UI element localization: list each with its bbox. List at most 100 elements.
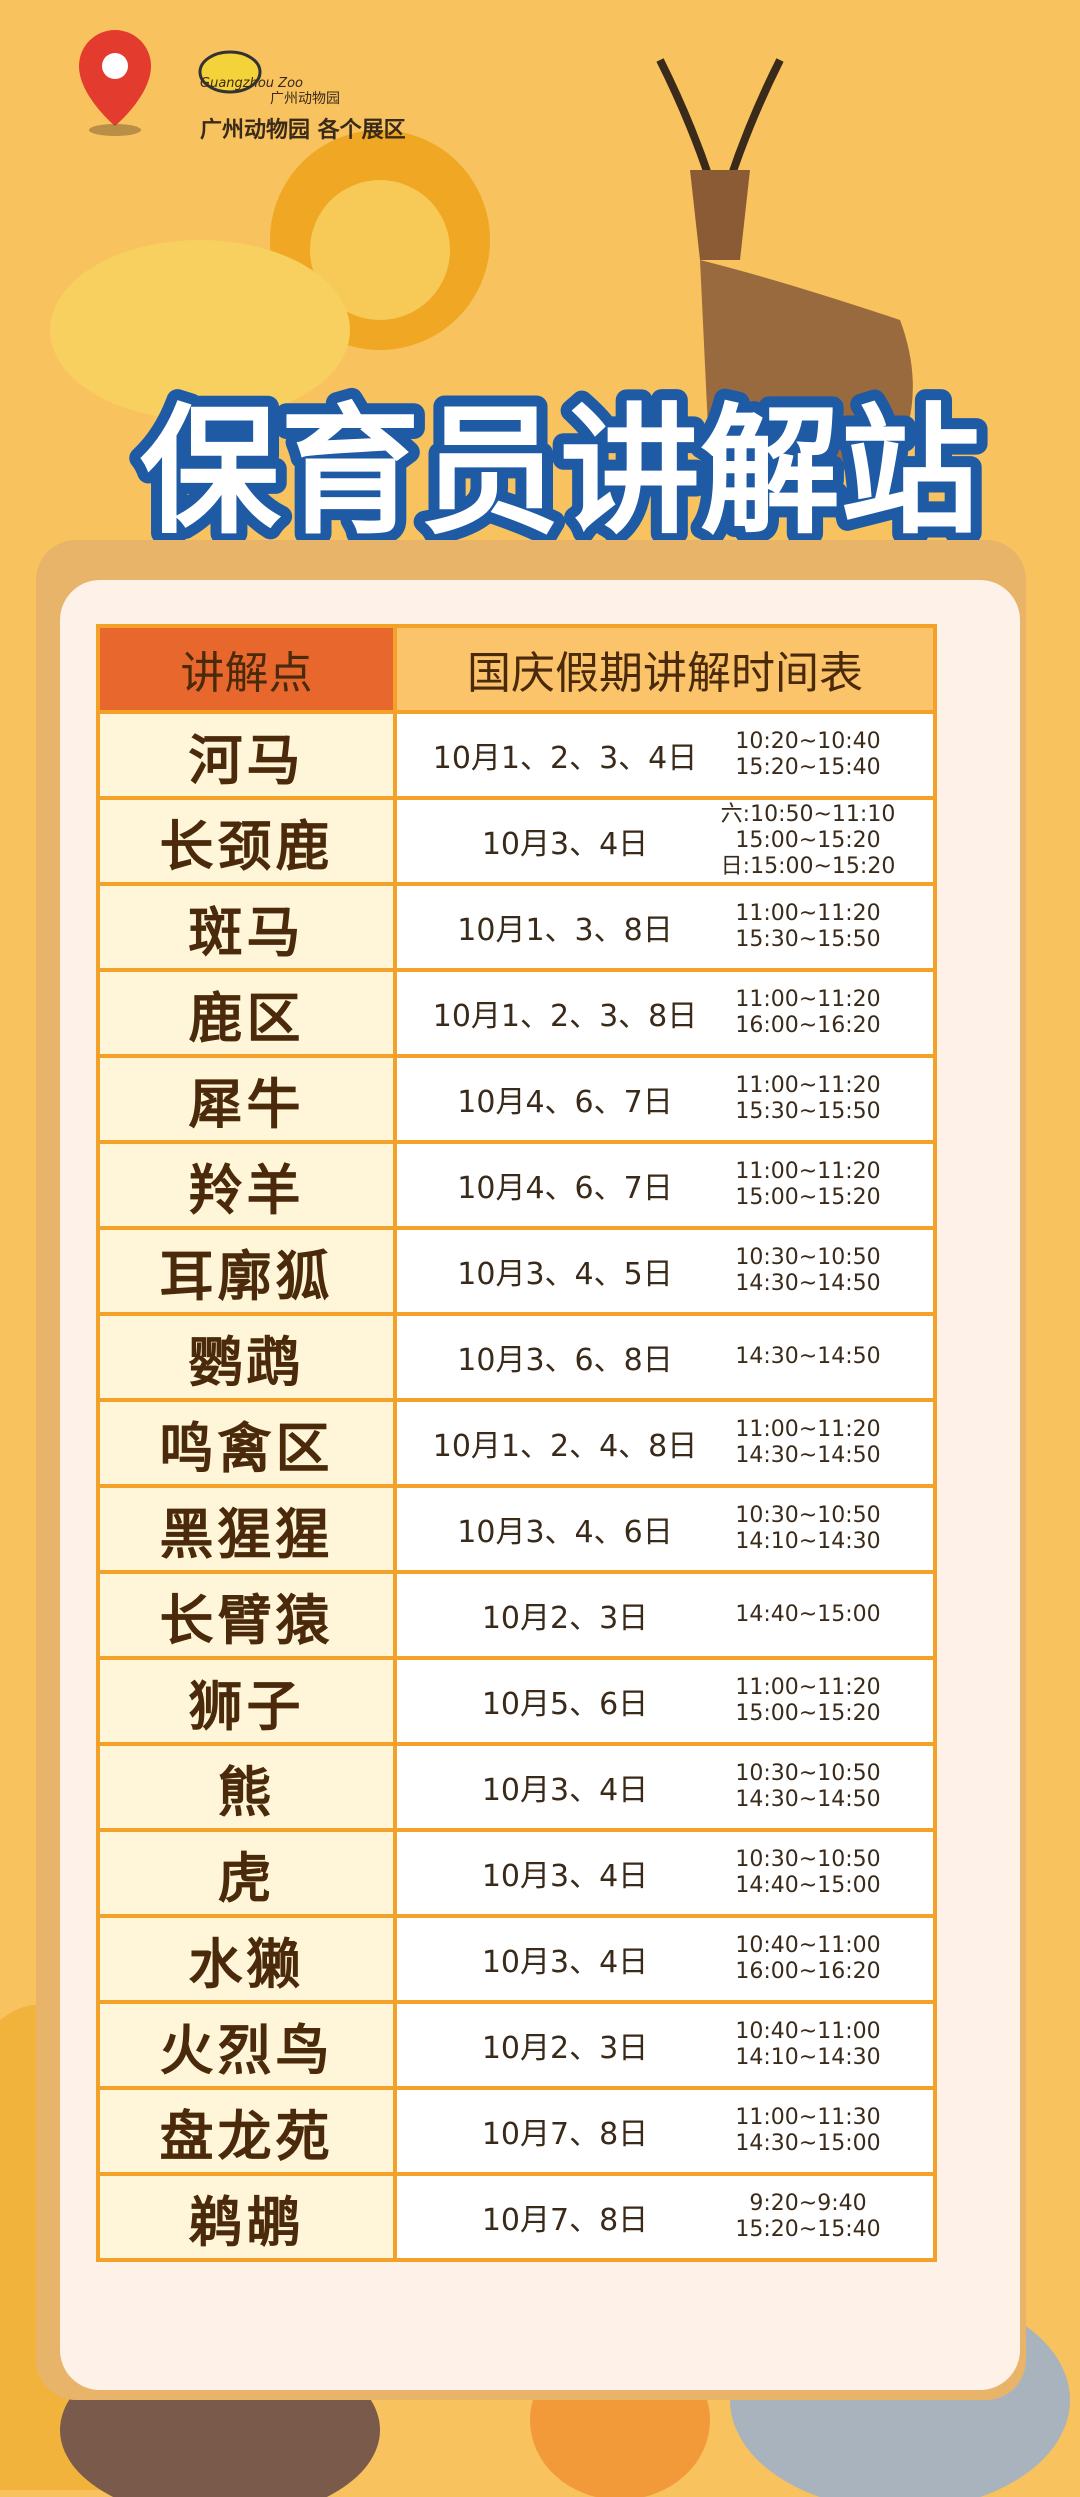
dates: 10月7、8日: [481, 2203, 649, 2238]
schedule-cell: 10月5、6日 11:00~11:20 15:00~15:20: [393, 1656, 937, 1746]
time-slot: 11:00~11:30: [735, 2105, 881, 2130]
cell-content: 10月2、3日 14:40~15:00: [397, 1593, 933, 1637]
exhibit-name: 熊: [96, 1742, 397, 1832]
exhibit-name: 斑马: [96, 882, 397, 972]
cell-content: 10月3、6、8日 14:30~14:50: [397, 1335, 933, 1379]
time-slot: 14:30~15:00: [735, 2131, 881, 2156]
table-row: 斑马 10月1、3、8日 11:00~11:20 15:30~15:50: [96, 882, 937, 972]
time-slot: 10:30~10:50: [735, 1503, 881, 1528]
cell-content: 10月3、4、5日 10:30~10:50 14:30~14:50: [397, 1245, 933, 1297]
times: 14:40~15:00: [713, 1602, 903, 1628]
time-slot: 15:00~15:20: [735, 828, 881, 853]
times: 10:30~10:50 14:30~14:50: [713, 1761, 903, 1813]
time-slot: 15:00~15:20: [735, 1185, 881, 1210]
antelope-horns: [656, 58, 784, 182]
times: 10:20~10:40 15:20~15:40: [713, 729, 903, 781]
times: 11:00~11:20 15:30~15:50: [713, 901, 903, 953]
header-row: 讲解点 国庆假期讲解时间表: [96, 624, 937, 714]
schedule-cell: 10月4、6、7日 11:00~11:20 15:30~15:50: [393, 1054, 937, 1144]
cell-content: 10月3、4日 10:40~11:00 16:00~16:20: [397, 1933, 933, 1985]
logo-elephant: [198, 50, 262, 94]
dates: 10月3、4日: [481, 1859, 649, 1894]
table-row: 河马 10月1、2、3、4日 10:20~10:40 15:20~15:40: [96, 710, 937, 800]
table-row: 熊 10月3、4日 10:30~10:50 14:30~14:50: [96, 1742, 937, 1832]
cell-content: 10月7、8日 11:00~11:30 14:30~15:00: [397, 2105, 933, 2157]
exhibit-name: 盘龙苑: [96, 2086, 397, 2176]
times: 11:00~11:20 15:00~15:20: [713, 1675, 903, 1727]
time-slot: 15:30~15:50: [735, 1099, 881, 1124]
time-slot: 14:30~14:50: [735, 1443, 881, 1468]
dates: 10月4、6、7日: [457, 1171, 673, 1206]
times: 10:30~10:50 14:10~14:30: [713, 1503, 903, 1555]
time-slot: 10:40~11:00: [735, 2019, 881, 2044]
dates: 10月4、6、7日: [457, 1085, 673, 1120]
schedule-cell: 10月3、4日 六:10:50~11:10 15:00~15:20 日:15:00~1…: [393, 796, 937, 886]
table-row: 耳廓狐 10月3、4、5日 10:30~10:50 14:30~14:50: [96, 1226, 937, 1316]
schedule-cell: 10月4、6、7日 11:00~11:20 15:00~15:20: [393, 1140, 937, 1230]
schedule-cell: 10月1、2、3、4日 10:20~10:40 15:20~15:40: [393, 710, 937, 800]
times: 11:00~11:20 15:30~15:50: [713, 1073, 903, 1125]
times: 10:30~10:50 14:30~14:50: [713, 1245, 903, 1297]
table-row: 黑猩猩 10月3、4、6日 10:30~10:50 14:10~14:30: [96, 1484, 937, 1574]
schedule-cell: 10月7、8日 9:20~9:40 15:20~15:40: [393, 2172, 937, 2262]
exhibit-name: 水獭: [96, 1914, 397, 2004]
dates: 10月1、2、4、8日: [432, 1429, 698, 1464]
time-slot: 11:00~11:20: [735, 1073, 881, 1098]
times: 六:10:50~11:10 15:00~15:20 日:15:00~15:20: [713, 802, 903, 880]
cell-content: 10月5、6日 11:00~11:20 15:00~15:20: [397, 1675, 933, 1727]
exhibit-name: 虎: [96, 1828, 397, 1918]
time-slot: 11:00~11:20: [735, 987, 881, 1012]
times: 11:00~11:20 16:00~16:20: [713, 987, 903, 1039]
dates: 10月3、4、6日: [457, 1515, 673, 1550]
column-header: 国庆假期讲解时间表: [393, 624, 937, 714]
time-slot: 14:10~14:30: [735, 2045, 881, 2070]
exhibit-name: 耳廓狐: [96, 1226, 397, 1316]
table-row: 火烈鸟 10月2、3日 10:40~11:00 14:10~14:30: [96, 2000, 937, 2090]
times: 11:00~11:20 15:00~15:20: [713, 1159, 903, 1211]
cell-content: 10月3、4、6日 10:30~10:50 14:10~14:30: [397, 1503, 933, 1555]
antelope-head: [690, 170, 750, 260]
times: 9:20~9:40 15:20~15:40: [713, 2191, 903, 2243]
schedule-cell: 10月1、2、3、8日 11:00~11:20 16:00~16:20: [393, 968, 937, 1058]
dates: 10月2、3日: [481, 1601, 649, 1636]
exhibit-name: 犀牛: [96, 1054, 397, 1144]
time-slot: 日:15:00~15:20: [720, 854, 896, 879]
table-row: 鹿区 10月1、2、3、8日 11:00~11:20 16:00~16:20: [96, 968, 937, 1058]
title: 保育员讲解站: [140, 391, 980, 554]
cell-content: 10月1、2、4、8日 11:00~11:20 14:30~14:50: [397, 1417, 933, 1469]
time-slot: 14:30~14:50: [735, 1344, 881, 1369]
schedule-cell: 10月3、4日 10:30~10:50 14:30~14:50: [393, 1742, 937, 1832]
exhibit-name: 狮子: [96, 1656, 397, 1746]
time-slot: 15:30~15:50: [735, 927, 881, 952]
times: 14:30~14:50: [713, 1344, 903, 1370]
time-slot: 14:40~15:00: [735, 1602, 881, 1627]
time-slot: 10:20~10:40: [735, 729, 881, 754]
exhibit-name: 鸣禽区: [96, 1398, 397, 1488]
time-slot: 14:40~15:00: [735, 1873, 881, 1898]
table-row: 犀牛 10月4、6、7日 11:00~11:20 15:30~15:50: [96, 1054, 937, 1144]
schedule-cell: 10月2、3日 14:40~15:00: [393, 1570, 937, 1660]
lion-body: [50, 240, 350, 420]
schedule-cell: 10月3、4日 10:30~10:50 14:40~15:00: [393, 1828, 937, 1918]
cell-content: 10月3、4日 10:30~10:50 14:30~14:50: [397, 1761, 933, 1813]
time-slot: 14:10~14:30: [735, 1529, 881, 1554]
exhibit-name: 长颈鹿: [96, 796, 397, 886]
cell-content: 10月2、3日 10:40~11:00 14:10~14:30: [397, 2019, 933, 2071]
times: 10:40~11:00 16:00~16:20: [713, 1933, 903, 1985]
table-row: 鹈鹕 10月7、8日 9:20~9:40 15:20~15:40: [96, 2172, 937, 2262]
table-row: 羚羊 10月4、6、7日 11:00~11:20 15:00~15:20: [96, 1140, 937, 1230]
table-row: 长颈鹿 10月3、4日 六:10:50~11:10 15:00~15:20 日:15:0…: [96, 796, 937, 886]
time-slot: 15:00~15:20: [735, 1701, 881, 1726]
schedule-cell: 10月3、4、6日 10:30~10:50 14:10~14:30: [393, 1484, 937, 1574]
cell-content: 10月4、6、7日 11:00~11:20 15:30~15:50: [397, 1073, 933, 1125]
table-row: 长臂猿 10月2、3日 14:40~15:00: [96, 1570, 937, 1660]
table-body: 河马 10月1、2、3、4日 10:20~10:40 15:20~15:40 长颈鹿 10…: [96, 710, 937, 2262]
lion-face: [310, 180, 450, 320]
dates: 10月7、8日: [481, 2117, 649, 2152]
table-row: 虎 10月3、4日 10:30~10:50 14:40~15:00: [96, 1828, 937, 1918]
time-slot: 10:30~10:50: [735, 1847, 881, 1872]
time-slot: 10:30~10:50: [735, 1245, 881, 1270]
exhibit-name: 火烈鸟: [96, 2000, 397, 2090]
schedule-cell: 10月1、2、4、8日 11:00~11:20 14:30~14:50: [393, 1398, 937, 1488]
